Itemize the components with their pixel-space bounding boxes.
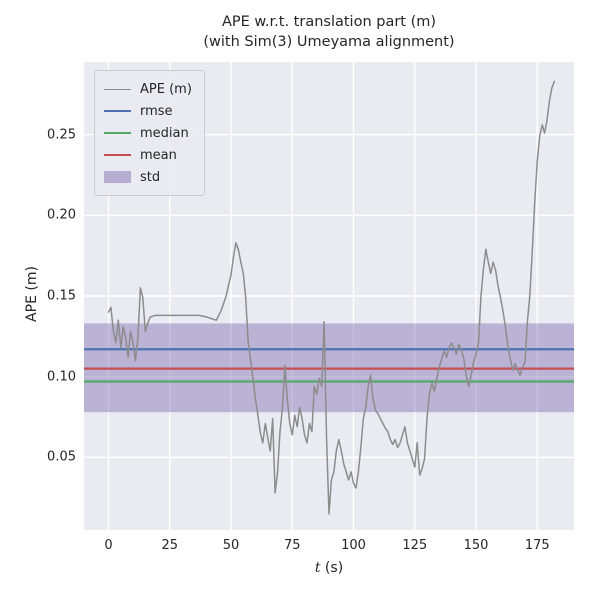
x-tick-label: 100 [341, 538, 366, 553]
plot-area: APE (m) rmse median mean std [84, 62, 574, 530]
legend-entry-rmse: rmse [104, 100, 192, 122]
y-tick-label: 0.10 [47, 369, 76, 385]
legend-entry-mean: mean [104, 144, 192, 166]
legend: APE (m) rmse median mean std [94, 70, 205, 196]
x-axis-label: t (s) [84, 560, 574, 576]
y-tick-label: 0.15 [47, 288, 76, 304]
legend-entry-ape-m-: APE (m) [104, 78, 192, 100]
legend-line-swatch [104, 88, 131, 90]
x-tick-label: 125 [402, 538, 428, 553]
x-tick-label: 50 [222, 538, 240, 553]
legend-line-swatch [104, 154, 131, 156]
legend-line-swatch [104, 110, 131, 112]
legend-label: median [140, 125, 189, 141]
legend-band-swatch [104, 171, 131, 183]
y-tick-label: 0.20 [47, 207, 76, 223]
legend-entry-std: std [104, 166, 192, 188]
chart-title: APE w.r.t. translation part (m) [221, 14, 437, 30]
y-tick-label: 0.05 [47, 449, 76, 465]
legend-label: std [140, 169, 161, 185]
x-tick-label: 150 [463, 538, 489, 553]
legend-label: mean [140, 147, 177, 163]
x-axis-label-unit: (s) [320, 560, 344, 576]
ape-line [107, 80, 556, 515]
legend-entry-median: median [104, 122, 192, 144]
chart-title-block: APE w.r.t. translation part (m) (with Si… [84, 12, 574, 53]
chart-subtitle: (with Sim(3) Umeyama alignment) [203, 34, 455, 51]
x-tick-label: 0 [104, 538, 113, 553]
legend-label: APE (m) [140, 81, 192, 97]
y-tick-label: 0.25 [47, 127, 76, 143]
x-axis-label-var: t [314, 560, 321, 576]
chart-svg [84, 62, 574, 530]
x-tick-label: 25 [161, 538, 179, 553]
x-tick-label: 75 [283, 538, 301, 553]
legend-label: rmse [140, 103, 173, 119]
x-tick-label: 175 [524, 538, 550, 553]
legend-line-swatch [104, 132, 131, 134]
